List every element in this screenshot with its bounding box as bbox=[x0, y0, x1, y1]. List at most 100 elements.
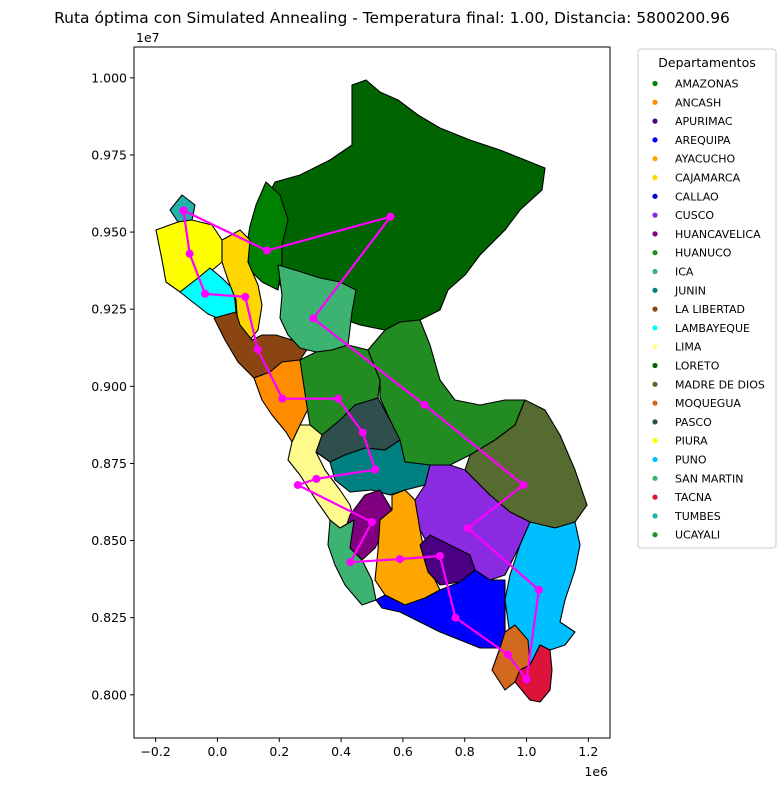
route-line bbox=[182, 209, 541, 681]
legend-label: AMAZONAS bbox=[675, 78, 738, 91]
legend-label: TACNA bbox=[674, 491, 712, 504]
legend-label: LA LIBERTAD bbox=[675, 303, 745, 316]
legend-marker bbox=[652, 494, 658, 500]
y-tick-label: 0.800 bbox=[91, 687, 127, 702]
legend-marker bbox=[652, 400, 658, 406]
legend-title: Departamentos bbox=[658, 55, 755, 70]
legend-marker bbox=[652, 250, 658, 256]
route-point bbox=[185, 249, 194, 258]
legend-label: UCAYALI bbox=[675, 529, 720, 542]
route-point bbox=[420, 400, 429, 409]
legend-label: APURIMAC bbox=[675, 115, 733, 128]
y-tick-label: 0.875 bbox=[91, 456, 127, 471]
route-point bbox=[371, 465, 380, 474]
legend-label: PIURA bbox=[675, 435, 708, 448]
legend-label: PUNO bbox=[675, 454, 707, 467]
y-tick-label: 1.000 bbox=[91, 70, 127, 85]
legend-label: PASCO bbox=[675, 416, 712, 429]
route-point bbox=[358, 428, 367, 437]
legend-marker bbox=[652, 325, 658, 331]
legend-marker bbox=[652, 438, 658, 444]
route-point bbox=[534, 585, 543, 594]
y-tick-label: 0.950 bbox=[91, 225, 127, 240]
legend-label: LAMBAYEQUE bbox=[675, 322, 750, 335]
route-point bbox=[368, 518, 376, 527]
legend-marker bbox=[652, 137, 658, 143]
route-point bbox=[436, 551, 444, 560]
x-tick-label: 1.2 bbox=[578, 744, 598, 759]
legend-marker bbox=[652, 362, 658, 369]
y-tick-label: 0.975 bbox=[91, 147, 127, 162]
legend-label: SAN MARTIN bbox=[675, 472, 744, 485]
legend-label: HUANUCO bbox=[675, 247, 732, 260]
x-tick-label: 0.0 bbox=[208, 744, 228, 759]
route-point bbox=[334, 394, 342, 403]
legend-marker bbox=[652, 118, 658, 124]
region-cajamarca bbox=[221, 229, 263, 343]
legend-marker bbox=[652, 80, 658, 87]
route-point bbox=[179, 206, 188, 215]
route-point bbox=[253, 345, 262, 354]
legend-marker bbox=[652, 456, 658, 463]
legend-marker bbox=[652, 156, 658, 162]
route-point bbox=[463, 524, 472, 533]
legend-marker bbox=[652, 174, 658, 181]
map-title: Ruta óptima con Simulated Annealing - Te… bbox=[54, 9, 730, 27]
legend-label: AREQUIPA bbox=[675, 134, 731, 147]
route-point bbox=[201, 289, 210, 298]
route-point bbox=[262, 246, 271, 255]
legend-label: CUSCO bbox=[675, 209, 714, 222]
region-tacna bbox=[514, 644, 553, 703]
x-tick-label: 0.4 bbox=[331, 744, 351, 759]
route-point bbox=[278, 394, 287, 403]
legend-label: ANCASH bbox=[675, 96, 721, 109]
x-axis-offset-label: 1e6 bbox=[584, 764, 608, 779]
legend-marker bbox=[652, 344, 658, 350]
legend-label: HUANCAVELICA bbox=[675, 228, 761, 241]
legend-label: CALLAO bbox=[675, 190, 719, 203]
legend-marker bbox=[652, 513, 658, 519]
legend: Departamentos AMAZONAS ANCASH APURIMAC AREQ… bbox=[637, 48, 777, 549]
legend-label: MOQUEGUA bbox=[675, 397, 741, 410]
legend-marker bbox=[652, 231, 658, 237]
region-puno bbox=[504, 521, 581, 666]
legend-marker bbox=[652, 306, 658, 312]
legend-marker bbox=[652, 475, 658, 481]
route-layer bbox=[179, 206, 543, 684]
route-point bbox=[451, 613, 460, 622]
legend-marker bbox=[652, 212, 658, 218]
route-point bbox=[395, 555, 404, 564]
legend-marker bbox=[652, 99, 658, 105]
legend-marker bbox=[652, 532, 658, 538]
legend-label: ICA bbox=[675, 266, 694, 279]
y-tick-label: 0.825 bbox=[91, 610, 127, 625]
route-point bbox=[522, 675, 531, 684]
map-regions bbox=[155, 79, 588, 703]
route-point bbox=[504, 650, 512, 659]
y-tick-label: 0.900 bbox=[91, 379, 127, 394]
legend-label: TUMBES bbox=[674, 510, 721, 523]
route-point bbox=[309, 314, 318, 323]
legend-items: AMAZONAS ANCASH APURIMAC AREQUIPA AYACUCHO CA… bbox=[652, 78, 765, 542]
route-point bbox=[293, 481, 302, 490]
legend-marker bbox=[652, 381, 658, 387]
y-axis-offset-label: 1e7 bbox=[136, 30, 160, 45]
route-point bbox=[519, 481, 528, 490]
y-axis: 0.800 0.825 0.850 0.875 0.900 0.925 0.950 0.975… bbox=[91, 70, 134, 702]
route-point bbox=[346, 558, 355, 567]
route-point bbox=[241, 292, 250, 301]
plot-frame bbox=[133, 46, 611, 739]
legend-label: MADRE DE DIOS bbox=[675, 378, 765, 391]
legend-label: LORETO bbox=[675, 360, 720, 373]
x-tick-label: 1.0 bbox=[517, 744, 537, 759]
x-tick-label: 0.8 bbox=[455, 744, 475, 759]
region-amazonas bbox=[245, 181, 289, 291]
legend-label: CAJAMARCA bbox=[675, 172, 741, 185]
x-tick-label: 0.6 bbox=[393, 744, 413, 759]
legend-marker bbox=[652, 268, 658, 275]
region-arequipa bbox=[375, 569, 506, 649]
y-tick-label: 0.850 bbox=[91, 533, 127, 548]
legend-label: LIMA bbox=[675, 341, 702, 354]
legend-marker bbox=[652, 193, 658, 199]
